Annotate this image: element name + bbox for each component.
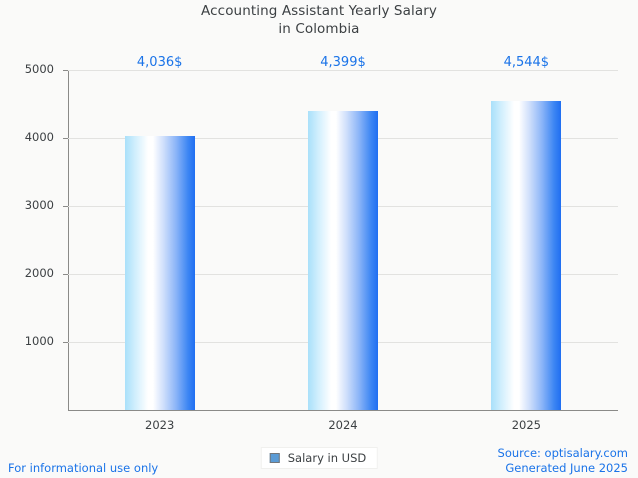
y-tick-label: 1000 bbox=[24, 334, 54, 348]
y-axis-line bbox=[68, 70, 69, 411]
chart-title-line-1: Accounting Assistant Yearly Salary bbox=[201, 3, 437, 19]
chart-legend[interactable]: Salary in USD bbox=[260, 447, 378, 469]
bar-2025[interactable] bbox=[491, 101, 562, 410]
bar-value-label: 4,399$ bbox=[320, 55, 366, 70]
y-tick-mark bbox=[63, 138, 68, 139]
chart-title-line-2: in Colombia bbox=[278, 21, 360, 37]
y-tick-label: 3000 bbox=[24, 198, 54, 212]
bar-2023[interactable] bbox=[124, 135, 195, 410]
legend-item-label: Salary in USD bbox=[287, 451, 367, 465]
source-attribution: Source: optisalary.com Generated June 20… bbox=[498, 446, 628, 476]
legend-swatch-icon bbox=[269, 453, 280, 463]
y-tick-label: 5000 bbox=[24, 62, 54, 76]
x-tick-label: 2025 bbox=[511, 418, 541, 432]
y-tick-mark bbox=[63, 274, 68, 275]
chart-title: Accounting Assistant Yearly Salary in Co… bbox=[0, 2, 638, 38]
gridline bbox=[68, 70, 618, 71]
plot-area bbox=[68, 70, 618, 410]
bar-value-label: 4,036$ bbox=[136, 55, 183, 70]
y-tick-mark bbox=[63, 342, 68, 343]
y-tick-label: 4000 bbox=[24, 130, 54, 144]
x-tick-label: 2024 bbox=[328, 418, 358, 432]
y-tick-mark bbox=[63, 70, 68, 71]
generated-date-text: Generated June 2025 bbox=[505, 461, 628, 475]
source-text: Source: optisalary.com bbox=[497, 446, 628, 460]
x-axis-line bbox=[68, 410, 618, 411]
y-tick-mark bbox=[63, 206, 68, 207]
disclaimer-text: For informational use only bbox=[8, 461, 159, 475]
bar-2024[interactable] bbox=[308, 110, 378, 410]
y-tick-label: 2000 bbox=[24, 266, 54, 280]
bar-value-label: 4,544$ bbox=[503, 55, 550, 70]
x-tick-label: 2023 bbox=[145, 418, 175, 432]
